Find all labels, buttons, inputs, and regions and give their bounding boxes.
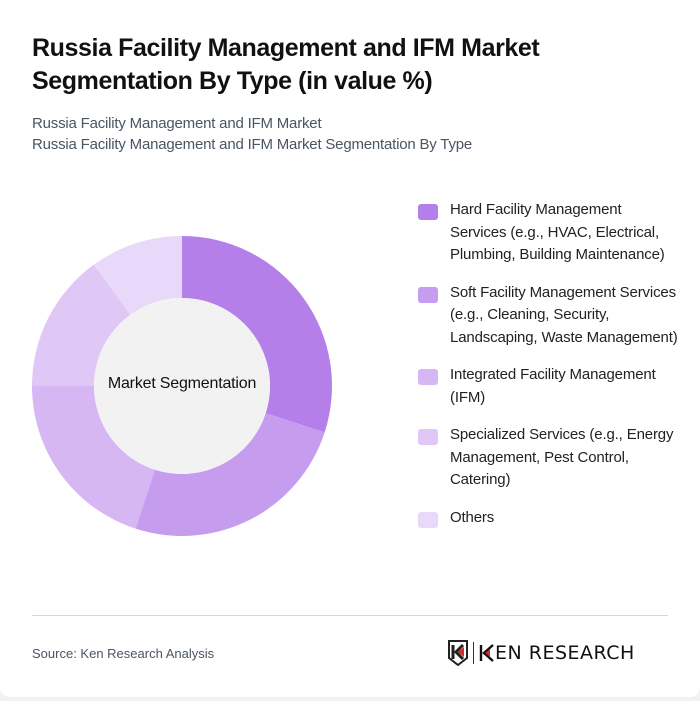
donut-slice[interactable]	[135, 413, 325, 536]
donut-slice[interactable]	[93, 236, 182, 315]
legend-item[interactable]: Integrated Facility Management (IFM)	[418, 364, 680, 409]
chart-title: Russia Facility Management and IFM Marke…	[32, 34, 540, 95]
logo-text: EN RESEARCH	[495, 642, 635, 664]
legend-label: Integrated Facility Management (IFM)	[450, 366, 656, 406]
legend-swatch-icon	[418, 286, 438, 303]
legend-swatch-icon	[418, 511, 438, 528]
chart-legend: Hard Facility Management Services (e.g.,…	[418, 199, 680, 544]
ken-research-shield-icon	[448, 640, 468, 666]
donut-chart	[32, 236, 332, 536]
legend-swatch-icon	[418, 204, 438, 220]
donut-center-label: Market Segmentation	[107, 375, 257, 392]
legend-item[interactable]: Specialized Services (e.g., Energy Manag…	[418, 424, 680, 492]
subtitle-line-1: Russia Facility Management and IFM Marke…	[32, 115, 322, 132]
legend-label: Soft Facility Management Services (e.g.,…	[450, 283, 678, 346]
donut-slice[interactable]	[32, 386, 155, 529]
donut-slice[interactable]	[32, 264, 131, 386]
donut-slice[interactable]	[182, 236, 332, 433]
legend-swatch-icon	[418, 429, 438, 445]
ken-research-logo: EN RESEARCH	[447, 640, 635, 666]
legend-item[interactable]: Others	[418, 507, 680, 530]
logo-separator	[473, 642, 474, 664]
footer-divider	[32, 615, 668, 616]
legend-label: Specialized Services (e.g., Energy Manag…	[450, 426, 674, 488]
legend-item[interactable]: Hard Facility Management Services (e.g.,…	[418, 199, 680, 267]
donut-hole	[94, 298, 270, 474]
legend-item[interactable]: Soft Facility Management Services (e.g.,…	[418, 282, 680, 350]
ken-k-icon	[479, 644, 494, 662]
chart-subtitle: Russia Facility Management and IFM Marke…	[32, 113, 472, 155]
legend-label: Others	[450, 508, 495, 526]
subtitle-line-2: Russia Facility Management and IFM Marke…	[32, 136, 473, 153]
legend-label: Hard Facility Management Services (e.g.,…	[450, 201, 665, 263]
legend-swatch-icon	[418, 369, 438, 385]
source-note: Source: Ken Research Analysis	[32, 646, 215, 661]
